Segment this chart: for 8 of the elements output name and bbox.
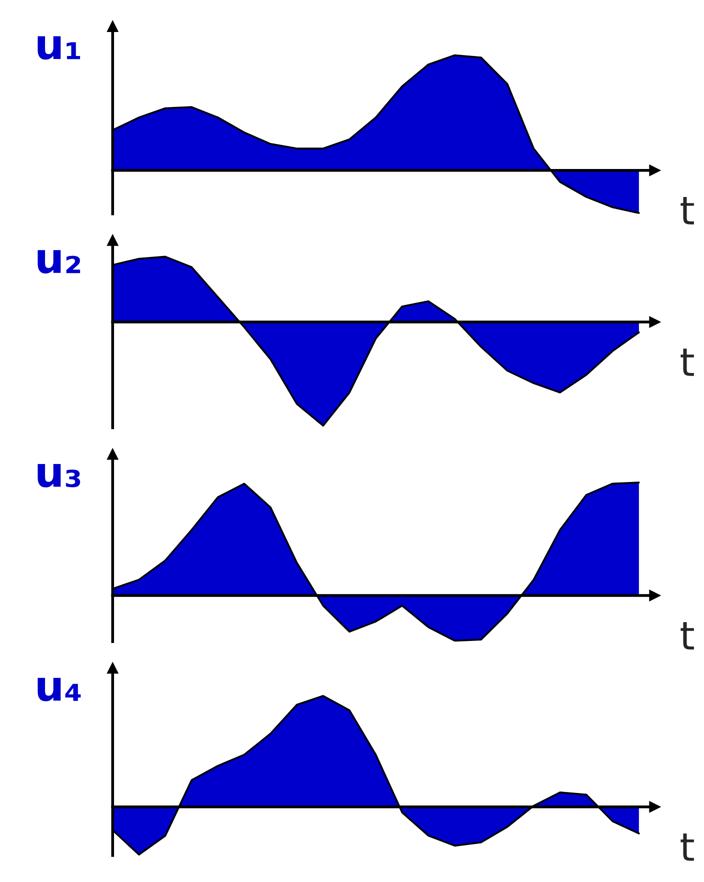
x-axis-title: t — [680, 197, 694, 224]
x-axis-title: t — [680, 622, 694, 650]
y-axis-title: u₁ — [38, 36, 80, 60]
x-axis-title: t — [680, 348, 694, 376]
y-axis-title: u₂ — [38, 250, 80, 274]
y-axis-title: u₄ — [38, 678, 81, 702]
y-axis-title: u₃ — [38, 464, 80, 488]
x-axis-title: t — [680, 833, 694, 861]
